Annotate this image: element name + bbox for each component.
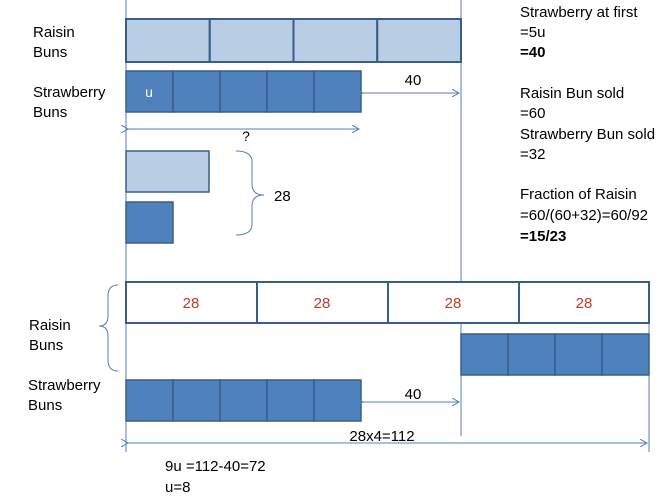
- raisin-unit: [292, 18, 379, 63]
- raisin-sold-value: =60: [520, 105, 546, 122]
- brace-28: [235, 150, 265, 236]
- gap-label-bottom: 40: [405, 386, 422, 403]
- strawberry-unit: [125, 70, 174, 113]
- strawberry-sold-value: =32: [520, 146, 546, 163]
- sold-unit: [554, 333, 603, 376]
- strawberry-bar-top: u: [125, 70, 362, 113]
- strawberry-unit: [266, 70, 315, 113]
- strawberry-first-eq: =5u: [520, 24, 546, 41]
- question-mark: ?: [242, 128, 250, 144]
- unit-label-u: u: [145, 84, 153, 100]
- strawberry-first-answer: =40: [520, 44, 546, 61]
- raisin-unit: [376, 18, 462, 63]
- sold-unit: [460, 333, 509, 376]
- raisin-unit-value: 28: [445, 295, 462, 312]
- strawberry-unit: [172, 70, 221, 113]
- strawberry-first-title: Strawberry at first: [520, 4, 638, 21]
- sold-unit: [601, 333, 650, 376]
- raisin-buns-label-bottom: Raisin Buns: [29, 317, 71, 354]
- strawberry-unit: [172, 379, 221, 422]
- strawberry-buns-label-bottom: Strawberry Buns: [28, 377, 101, 414]
- sold-units-bar: [460, 333, 650, 376]
- raisin-unit-remaining: [125, 150, 210, 193]
- strawberry-unit: [219, 379, 268, 422]
- brace-label-28: 28: [274, 188, 291, 205]
- strawberry-buns-label-top: Strawberry Buns: [33, 84, 106, 121]
- strawberry-unit: [125, 379, 174, 422]
- raisin-bar-top: [125, 18, 462, 63]
- raisin-unit-value: 28: [576, 295, 593, 312]
- raisin-unit-28: [518, 281, 650, 324]
- working-line-2: u=8: [165, 479, 191, 496]
- strawberry-bar-bottom: [125, 379, 362, 422]
- sold-unit: [507, 333, 556, 376]
- gap-label-top: 40: [405, 72, 422, 89]
- raisin-buns-label-top: Raisin Buns: [33, 24, 75, 61]
- fraction-title: Fraction of Raisin: [520, 186, 637, 203]
- working-line-1: 9u =112-40=72: [165, 458, 266, 475]
- left-brace-bottom: [98, 284, 119, 372]
- strawberry-unit-remaining: [125, 201, 174, 244]
- strawberry-sold-title: Strawberry Bun sold: [520, 126, 656, 143]
- total-label: 28x4=112: [349, 428, 414, 445]
- strawberry-unit: [313, 70, 362, 113]
- raisin-unit: [208, 18, 295, 63]
- raisin-unit-value: 28: [183, 295, 200, 312]
- strawberry-unit: [313, 379, 362, 422]
- strawberry-unit: [266, 379, 315, 422]
- raisin-unit-value: 28: [314, 295, 331, 312]
- raisin-bar-bottom: 28 28 28 28: [125, 281, 650, 324]
- raisin-unit: [125, 18, 211, 63]
- raisin-sold-title: Raisin Bun sold: [520, 85, 625, 102]
- fraction-answer: =15/23: [520, 228, 567, 245]
- strawberry-unit: [219, 70, 268, 113]
- raisin-unit-28: [256, 281, 389, 324]
- fraction-equation: =60/(60+32)=60/92: [520, 207, 649, 224]
